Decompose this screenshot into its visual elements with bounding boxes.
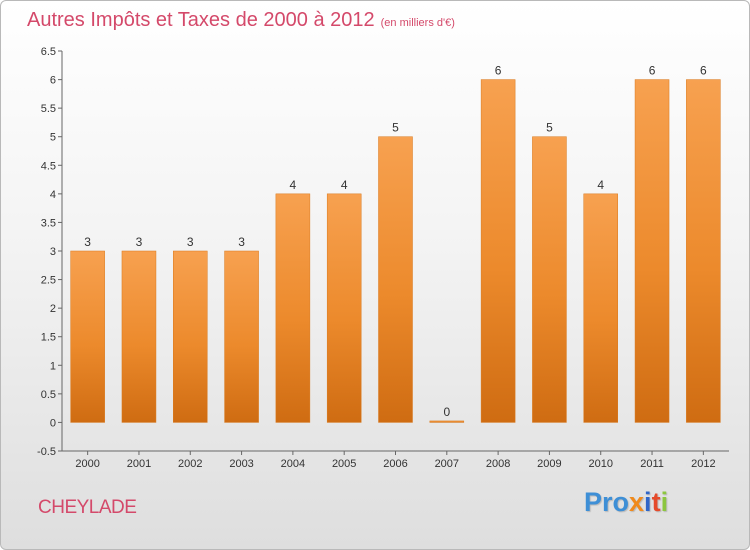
- x-tick-label: 2003: [229, 458, 253, 470]
- logo-part-2: x: [629, 487, 645, 517]
- data-label: 5: [392, 121, 399, 135]
- x-tick-label: 2002: [178, 458, 202, 470]
- x-tick-label: 2001: [127, 458, 151, 470]
- data-label: 6: [495, 64, 502, 78]
- x-tick-label: 2011: [640, 458, 664, 470]
- proxiti-logo: Proxiti: [584, 487, 668, 518]
- bar: [121, 250, 157, 423]
- bar: [634, 79, 670, 423]
- y-tick-label: 4.5: [41, 160, 56, 172]
- data-label: 4: [341, 178, 348, 192]
- x-tick-label: 2008: [486, 458, 510, 470]
- y-tick-label: 3: [50, 246, 56, 258]
- data-label: 0: [443, 405, 450, 419]
- logo-part-1: Pro: [584, 487, 630, 517]
- y-tick-label: 1: [50, 360, 56, 372]
- logo-part-5: i: [660, 487, 669, 517]
- bar: [686, 79, 721, 423]
- y-tick-label: 6.5: [41, 46, 56, 58]
- bar: [480, 79, 516, 423]
- data-label: 4: [290, 178, 297, 192]
- y-tick-label: 4: [50, 189, 56, 201]
- x-tick-label: 2006: [383, 458, 407, 470]
- bar: [532, 136, 567, 423]
- x-tick-label: 2012: [691, 458, 715, 470]
- bar: [378, 136, 413, 423]
- bar: [224, 250, 259, 423]
- bar: [275, 193, 311, 423]
- y-tick-label: 6: [50, 75, 56, 87]
- commune-name: CHEYLADE: [38, 497, 137, 518]
- bar: [70, 250, 105, 423]
- data-label: 3: [238, 235, 245, 249]
- data-label: 4: [597, 178, 604, 192]
- y-tick-label: 0.5: [41, 389, 56, 401]
- data-label: 6: [649, 64, 656, 78]
- y-tick-label: 2.5: [41, 275, 56, 287]
- logo-part-4: t: [651, 487, 661, 517]
- y-tick-label: 0: [50, 417, 56, 429]
- data-label: 5: [546, 121, 553, 135]
- subtitle-text: (en milliers d'€): [380, 17, 455, 29]
- data-label: 6: [700, 64, 707, 78]
- y-tick-label: 5: [50, 132, 56, 144]
- bar: [583, 193, 618, 423]
- logo-part-3: i: [644, 487, 652, 517]
- title-text: Autres Impôts et Taxes de 2000 à 2012: [27, 9, 375, 31]
- x-tick-label: 2000: [75, 458, 99, 470]
- data-label: 3: [187, 235, 194, 249]
- y-tick-label: 2: [50, 303, 56, 315]
- bar: [429, 420, 465, 423]
- x-tick-label: 2005: [332, 458, 356, 470]
- chart-title: Autres Impôts et Taxes de 2000 à 2012 (en…: [27, 9, 455, 32]
- bar: [173, 250, 208, 423]
- x-tick-label: 2007: [435, 458, 459, 470]
- x-tick-label: 2010: [588, 458, 612, 470]
- y-tick-label: -0.5: [37, 446, 56, 458]
- x-tick-label: 2009: [537, 458, 561, 470]
- y-tick-label: 5.5: [41, 103, 56, 115]
- data-label: 3: [84, 235, 91, 249]
- bar: [326, 193, 362, 423]
- y-tick-label: 3.5: [41, 217, 56, 229]
- x-tick-label: 2004: [281, 458, 305, 470]
- y-tick-label: 1.5: [41, 332, 56, 344]
- data-label: 3: [136, 235, 143, 249]
